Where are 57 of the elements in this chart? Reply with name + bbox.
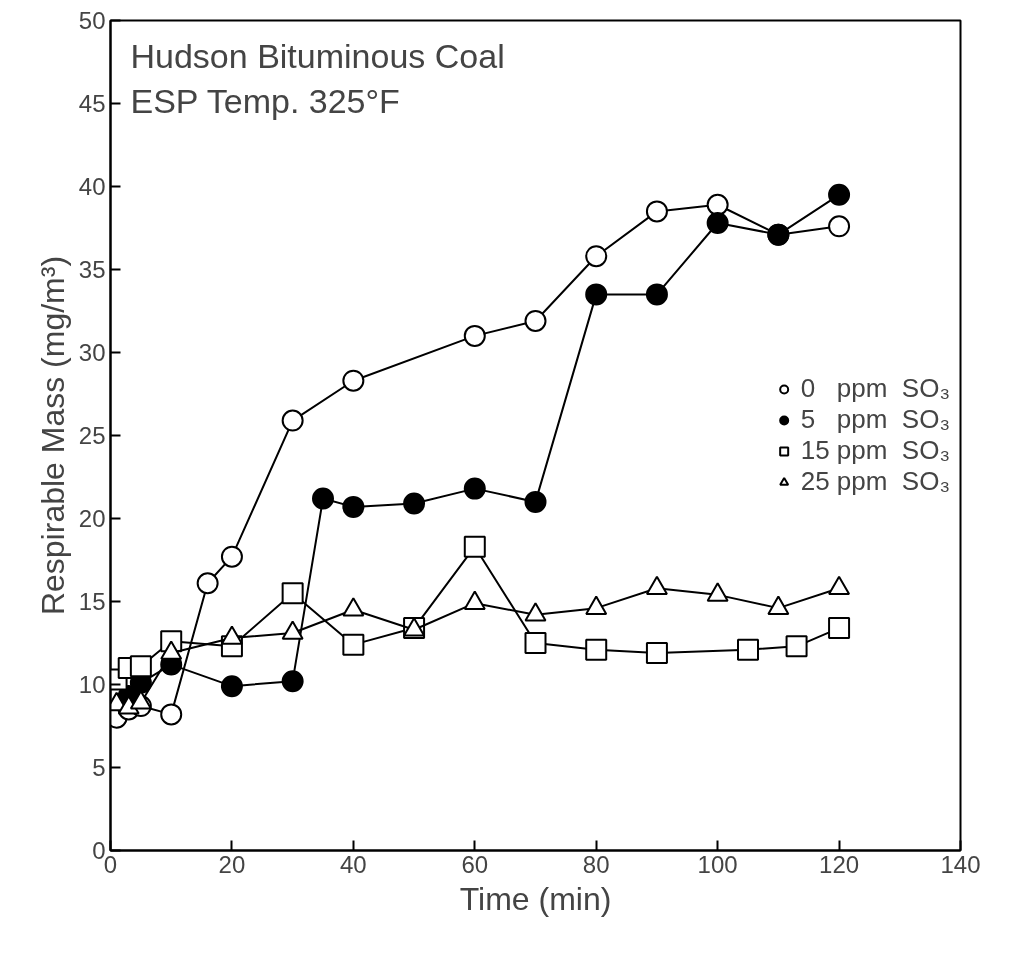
- point: [220, 675, 243, 698]
- x-tick-label: 80: [582, 850, 610, 878]
- point: [706, 212, 729, 234]
- point: [220, 545, 243, 568]
- point: [160, 703, 183, 726]
- point: [129, 655, 152, 678]
- point: [785, 635, 808, 658]
- legend-label: 5 ppm SO₃: [800, 404, 950, 435]
- x-tick-label: 40: [340, 850, 367, 878]
- point: [645, 200, 668, 223]
- point: [828, 183, 851, 206]
- point: [524, 490, 547, 513]
- y-tick-label: 40: [78, 173, 106, 200]
- point: [828, 215, 851, 238]
- legend-label: 0 ppm SO₃: [800, 373, 950, 404]
- y-tick-label: 10: [78, 671, 106, 698]
- y-tick-label: 5: [92, 754, 106, 781]
- point: [585, 245, 608, 268]
- legend-label: 15 ppm SO₃: [800, 435, 950, 466]
- x-axis-title: Time (min): [459, 880, 612, 917]
- x-tick-label: 140: [940, 850, 981, 878]
- point: [281, 670, 304, 693]
- point: [342, 495, 365, 518]
- y-tick-label: 30: [78, 339, 106, 366]
- point: [585, 283, 608, 306]
- point: [524, 309, 547, 332]
- y-tick-label: 20: [78, 505, 106, 532]
- x-tick-label: 100: [697, 850, 738, 878]
- x-tick-label: 60: [461, 850, 489, 878]
- point: [281, 409, 304, 432]
- point: [463, 324, 486, 347]
- point: [828, 617, 851, 640]
- y-tick-label: 15: [78, 588, 106, 615]
- point: [403, 492, 426, 515]
- legend-label: 25 ppm SO₃: [800, 466, 950, 497]
- point: [585, 638, 608, 661]
- point: [706, 193, 729, 216]
- y-tick-label: 50: [78, 7, 106, 34]
- point: [281, 582, 304, 605]
- y-tick-label: 35: [78, 256, 106, 283]
- point: [342, 369, 365, 392]
- point: [463, 535, 486, 558]
- annotation: Hudson Bituminous Coal: [130, 36, 505, 75]
- point: [342, 633, 365, 656]
- point: [737, 638, 759, 661]
- y-tick-label: 25: [78, 422, 106, 449]
- y-axis-title: Respirable Mass (mg/m³): [34, 255, 71, 616]
- point: [645, 641, 668, 664]
- point: [196, 572, 219, 595]
- point: [524, 632, 547, 654]
- x-tick-label: 120: [819, 850, 860, 878]
- point: [463, 477, 486, 500]
- annotation: ESP Temp. 325°F: [130, 81, 400, 120]
- x-tick-label: 20: [218, 850, 246, 878]
- point: [645, 283, 668, 306]
- point: [312, 487, 334, 510]
- y-tick-label: 45: [78, 90, 106, 117]
